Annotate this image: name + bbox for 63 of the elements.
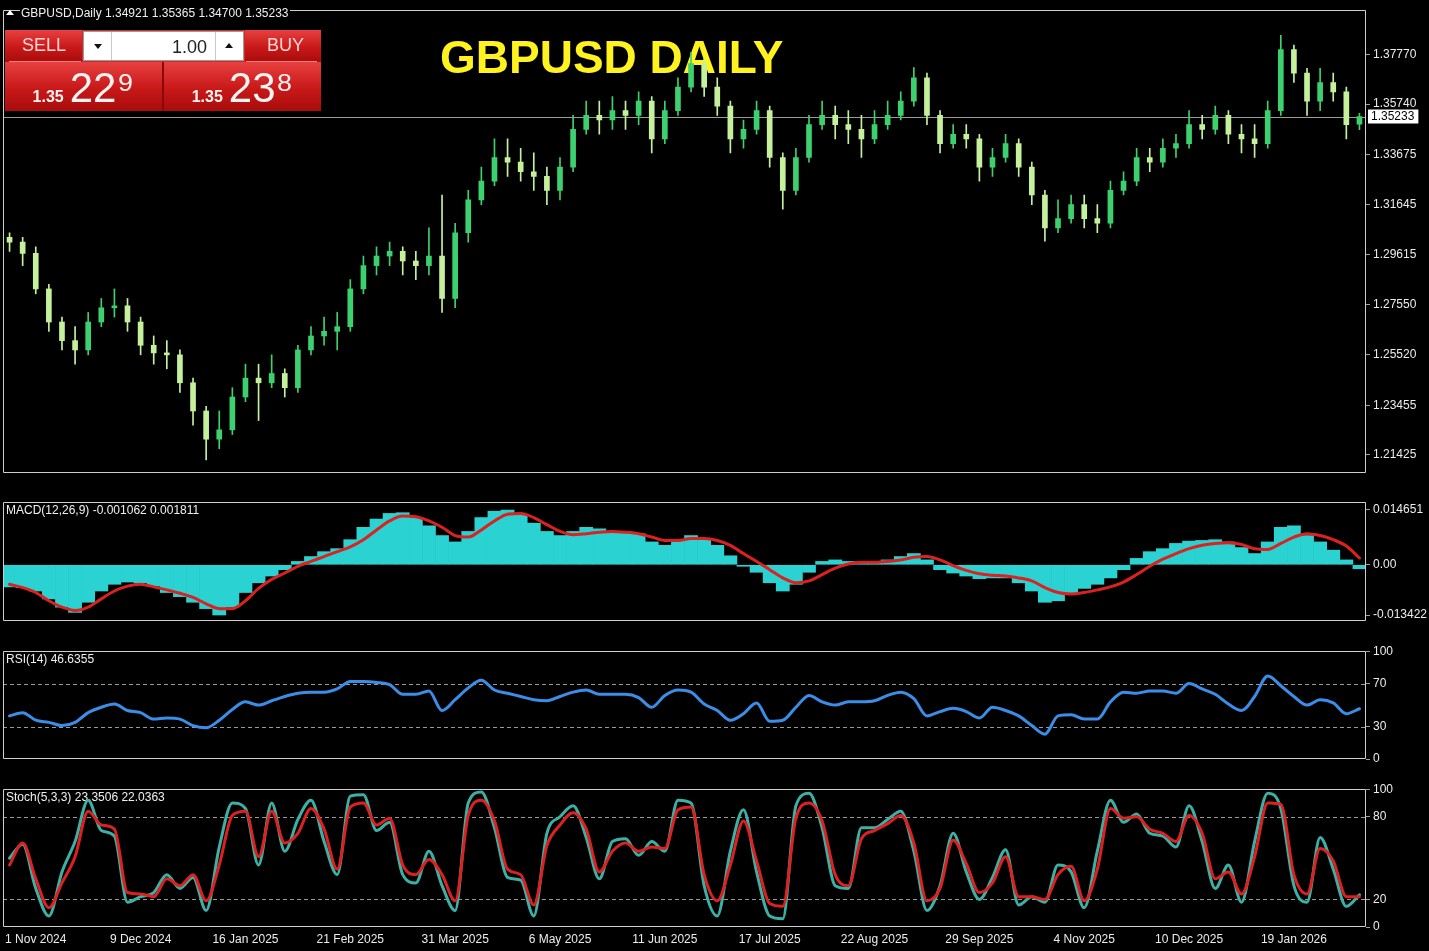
ref-line-label: 1.35233 <box>1371 109 1415 124</box>
candlestick <box>1199 115 1206 140</box>
x-tick-label: 16 Jan 2025 <box>212 931 279 946</box>
candlestick <box>530 152 537 191</box>
annotation: 1.35 <box>32 88 64 105</box>
candlestick <box>334 312 341 351</box>
y-tick-label: 1.37770 <box>1373 46 1417 61</box>
candlestick <box>426 227 432 276</box>
y-tick-label: 100 <box>1373 781 1394 796</box>
candlestick <box>1173 133 1179 158</box>
sell-price-box: 1.35 22⁹ <box>5 62 164 111</box>
y-tick-label: 1.27550 <box>1373 297 1417 312</box>
chart-title: MACD(12,26,9) -0.001062 0.001811 <box>6 503 200 517</box>
text: GBPUSD DAILY <box>440 31 784 83</box>
line-series <box>8 674 1361 736</box>
y-tick-label: 20 <box>1373 891 1387 906</box>
sell-button: SELL <box>5 30 83 62</box>
buy-button: BUY <box>244 30 321 62</box>
x-tick-label: 11 Jun 2025 <box>632 931 698 946</box>
x-tick-label: 17 Jul 2025 <box>738 931 802 946</box>
x-tick-label: 22 Aug 2025 <box>840 931 909 946</box>
x-tick-label: 21 Feb 2025 <box>316 931 385 946</box>
candlestick <box>321 316 327 346</box>
y-tick-label: 80 <box>1373 809 1387 824</box>
x-tick-label: 19 Jan 2026 <box>1260 931 1328 946</box>
y-tick-label: 100 <box>1373 643 1394 658</box>
y-tick-label: 0.014651 <box>1373 502 1424 517</box>
y-tick-label: -0.013422 <box>1373 607 1428 622</box>
x-tick-label: 1 Nov 2024 <box>5 931 67 946</box>
y-tick-label: 0 <box>1373 919 1380 934</box>
candlestick <box>845 110 852 144</box>
y-tick-label: 1.25520 <box>1373 346 1417 361</box>
x-tick-label: 6 May 2025 <box>528 931 592 946</box>
y-tick-label: 1.21425 <box>1373 447 1417 462</box>
x-tick-label: 9 Dec 2024 <box>109 931 172 946</box>
annotation: 23⁸ <box>228 64 294 111</box>
y-tick-label: 30 <box>1373 718 1387 733</box>
x-tick-label: 10 Dec 2025 <box>1155 931 1224 946</box>
chart-title: Stoch(5,3,3) 23.3506 22.0363 <box>6 790 165 804</box>
lot-field: 1.00 <box>83 31 244 61</box>
candlestick <box>596 100 603 135</box>
y-tick-label: 0.00 <box>1373 557 1397 572</box>
candlestick <box>1146 147 1153 173</box>
y-tick-label: 1.31645 <box>1373 196 1417 211</box>
y-tick-label: 1.33675 <box>1373 147 1417 162</box>
chart-subtitle: GBPUSD,Daily 1.34921 1.35365 1.34700 1.35233 <box>20 6 290 20</box>
y-tick-label: 1.23455 <box>1373 397 1417 412</box>
y-tick-label: 70 <box>1373 675 1387 690</box>
x-tick-label: 31 Mar 2025 <box>421 931 490 946</box>
y-tick-label: 1.29615 <box>1373 246 1417 261</box>
y-tick-label: 1.35740 <box>1373 96 1417 111</box>
candlestick <box>963 124 970 149</box>
annotation: SELL <box>22 35 67 56</box>
x-tick-label: 29 Sep 2025 <box>945 931 1014 946</box>
annotation: BUY <box>266 35 304 56</box>
y-tick-label: 0 <box>1373 751 1380 766</box>
chart-title: RSI(14) 46.6355 <box>6 652 95 666</box>
annotation: 22⁹ <box>69 64 135 111</box>
x-tick-label: 4 Nov 2025 <box>1053 931 1116 946</box>
annotation: 1.35 <box>191 88 223 105</box>
annotation: 1.00 <box>171 37 207 58</box>
buy-price-box: 1.35 23⁸ <box>164 62 321 111</box>
candlestick <box>413 251 419 280</box>
